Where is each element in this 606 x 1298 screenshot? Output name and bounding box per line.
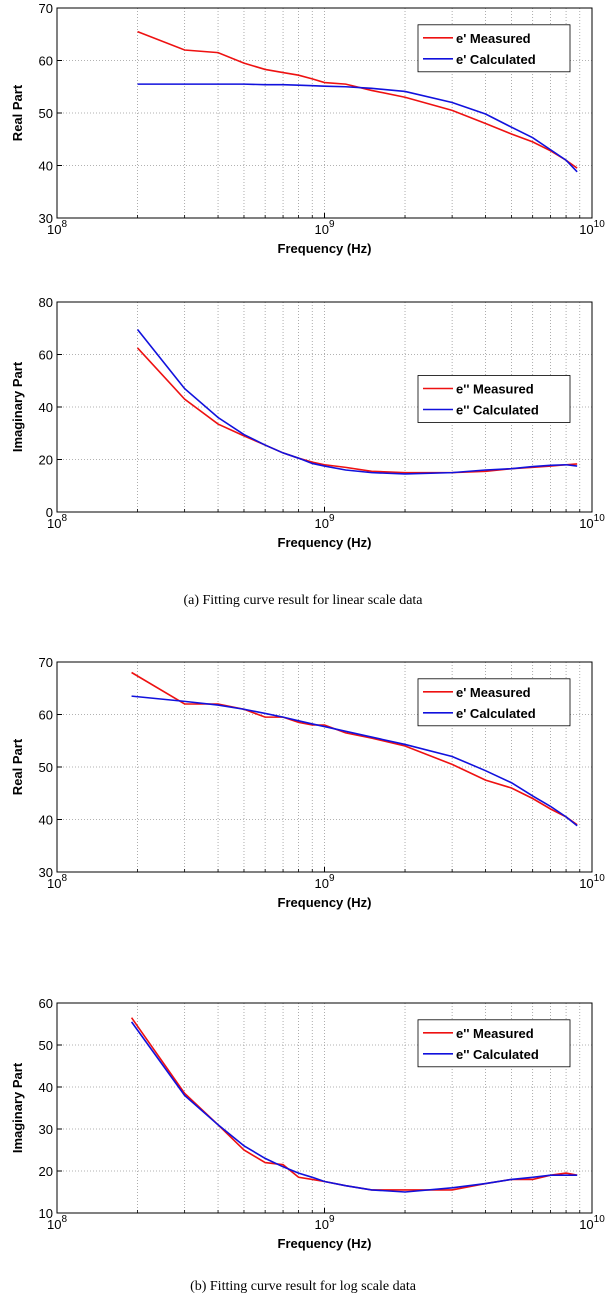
plot-frame xyxy=(56,1002,593,1214)
y-tick-label: 20 xyxy=(39,453,53,468)
y-tick-label: 70 xyxy=(39,655,53,670)
y-tick-label: 30 xyxy=(39,1122,53,1137)
legend-label: e'' Calculated xyxy=(456,1047,539,1062)
x-axis-label: Frequency (Hz) xyxy=(278,895,372,910)
y-tick-label: 50 xyxy=(39,760,53,775)
plot-frame xyxy=(56,301,593,513)
y-tick-label: 60 xyxy=(39,708,53,723)
y-axis-label: Imaginary Part xyxy=(10,361,25,452)
y-axis-label: Imaginary Part xyxy=(10,1062,25,1153)
plot-frame xyxy=(56,7,593,219)
legend-label: e' Measured xyxy=(456,31,531,46)
y-tick-label: 70 xyxy=(39,1,53,16)
legend-label: e' Calculated xyxy=(456,706,536,721)
legend-label: e'' Measured xyxy=(456,382,534,397)
y-tick-label: 50 xyxy=(39,1038,53,1053)
legend-label: e'' Measured xyxy=(456,1026,534,1041)
legend-label: e' Calculated xyxy=(456,52,536,67)
legend-box xyxy=(417,24,571,73)
y-tick-label: 60 xyxy=(39,54,53,69)
y-axis-label: Real Part xyxy=(10,738,25,795)
y-tick-label: 60 xyxy=(39,348,53,363)
y-tick-label: 10 xyxy=(39,1206,53,1221)
legend-label: e'' Calculated xyxy=(456,403,539,418)
x-tick-label: 108 xyxy=(47,873,67,891)
y-tick-label: 40 xyxy=(39,400,53,415)
x-tick-label: 108 xyxy=(47,513,67,531)
data-line xyxy=(136,329,578,475)
data-line xyxy=(130,1021,578,1193)
y-tick-label: 40 xyxy=(39,1080,53,1095)
y-tick-label: 20 xyxy=(39,1164,53,1179)
x-tick-label: 109 xyxy=(314,219,334,237)
data-line xyxy=(131,695,578,827)
caption: (a) Fitting curve result for linear scal… xyxy=(183,593,423,608)
x-tick-label: 108 xyxy=(47,219,67,237)
y-tick-label: 30 xyxy=(39,865,53,880)
x-tick-label: 1010 xyxy=(579,219,605,237)
y-tick-label: 50 xyxy=(39,106,53,121)
x-axis-label: Frequency (Hz) xyxy=(278,535,372,550)
y-tick-label: 40 xyxy=(39,159,53,174)
x-axis-label: Frequency (Hz) xyxy=(278,241,372,256)
legend-label: e' Measured xyxy=(456,685,531,700)
x-tick-label: 1010 xyxy=(579,1214,605,1232)
y-tick-label: 0 xyxy=(46,505,53,520)
x-tick-label: 109 xyxy=(314,513,334,531)
plot-frame xyxy=(56,661,593,873)
y-tick-label: 30 xyxy=(39,211,53,226)
caption: (b) Fitting curve result for log scale d… xyxy=(190,1279,417,1294)
legend-box xyxy=(417,1019,571,1068)
x-tick-label: 1010 xyxy=(579,513,605,531)
legend-box xyxy=(417,375,571,423)
x-tick-label: 1010 xyxy=(579,873,605,891)
x-tick-label: 109 xyxy=(314,1214,334,1232)
x-tick-label: 109 xyxy=(314,873,334,891)
legend-box xyxy=(417,678,571,727)
data-line xyxy=(137,30,578,169)
y-tick-label: 60 xyxy=(39,996,53,1011)
y-tick-label: 40 xyxy=(39,813,53,828)
y-axis-label: Real Part xyxy=(10,84,25,141)
y-tick-label: 80 xyxy=(39,295,53,310)
data-line xyxy=(137,83,578,173)
x-tick-label: 108 xyxy=(47,1214,67,1232)
x-axis-label: Frequency (Hz) xyxy=(278,1236,372,1251)
